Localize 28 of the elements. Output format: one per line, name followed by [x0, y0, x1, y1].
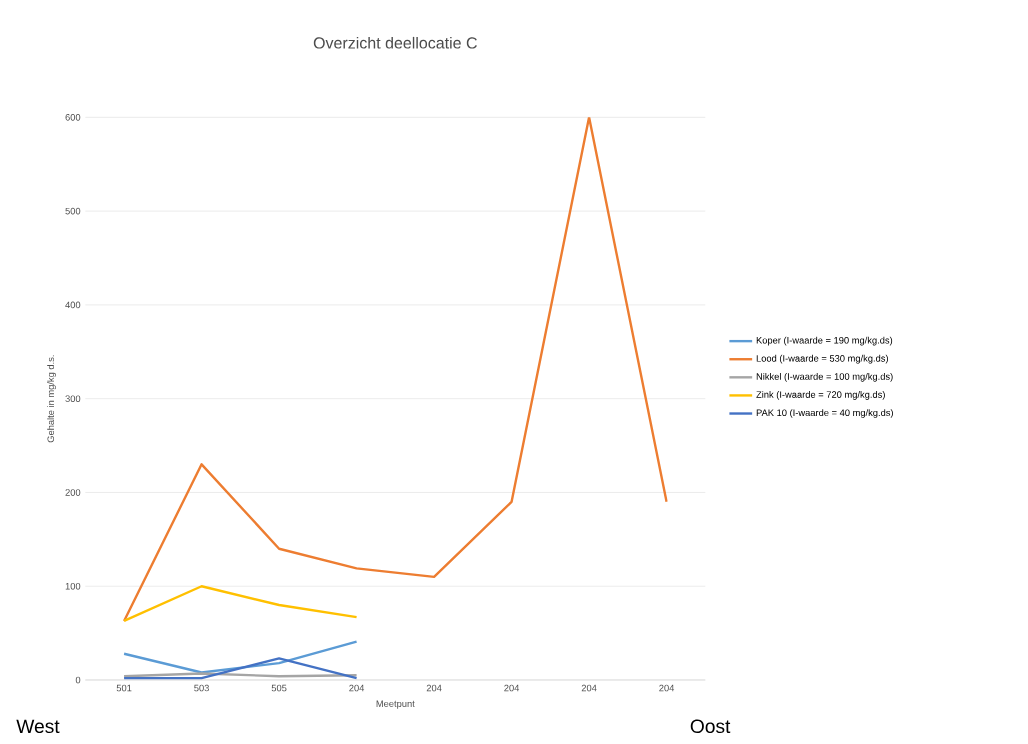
text: Oost [690, 719, 731, 734]
x-tick-label: 501 [116, 684, 132, 692]
x-tick-label: 204 [349, 684, 365, 692]
legend-label: PAK 10 (I-waarde = 40 mg/kg.ds) [756, 409, 893, 418]
line-series [122, 117, 668, 623]
y-tick-label: 0 [75, 676, 81, 684]
line-series [122, 640, 358, 674]
y-tick-label: 200 [65, 489, 81, 496]
y-tick-label: 600 [65, 114, 81, 121]
legend-label: Lood (I-waarde = 530 mg/kg.ds) [756, 354, 888, 364]
x-tick-label: 503 [194, 684, 209, 692]
y-axis-title: Gehalte in mg/kg d.s. [47, 355, 56, 443]
legend-label: Nikkel (I-waarde = 100 mg/kg.ds) [756, 372, 893, 382]
x-tick-label: 505 [271, 684, 287, 692]
x-tick-label: 204 [581, 684, 597, 692]
legend-label: Koper (I-waarde = 190 mg/kg.ds) [756, 336, 893, 346]
y-tick-label: 500 [65, 207, 81, 215]
legend-label: Zink (I-waarde = 720 mg/kg.ds) [756, 391, 885, 400]
x-tick-label: 204 [659, 684, 675, 692]
x-axis-title: Meetpunt [376, 700, 415, 709]
text: West [16, 719, 60, 734]
x-tick-label: 204 [504, 684, 520, 692]
y-tick-label: 400 [65, 301, 81, 309]
x-tick-label: 204 [426, 684, 442, 692]
y-tick-label: 300 [65, 395, 81, 402]
chart-title: Overzicht deellocatie C [313, 36, 477, 49]
line-series [122, 585, 358, 623]
y-tick-label: 100 [65, 582, 81, 590]
